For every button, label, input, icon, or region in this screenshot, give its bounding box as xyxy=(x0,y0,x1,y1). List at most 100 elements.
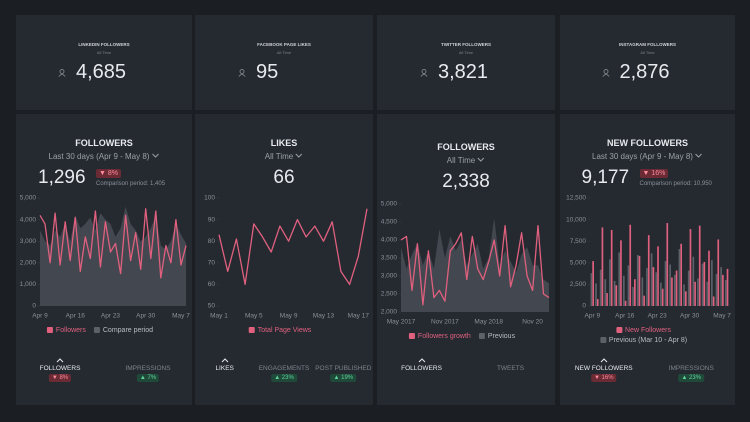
bar xyxy=(599,269,602,306)
kpi-value: 4,685 xyxy=(76,61,127,83)
caret xyxy=(418,358,425,363)
legend-item[interactable]: Previous (Mar 10 - Apr 8) xyxy=(599,336,687,346)
person-icon xyxy=(601,69,610,77)
tab-badge: ▲ 19% xyxy=(330,374,357,382)
legend-label: Compare period xyxy=(102,327,154,334)
legend-item[interactable]: Previous xyxy=(478,333,516,340)
kpi-card: LINKEDIN FOLLOWERS All Time 4,685 xyxy=(16,15,192,110)
bar xyxy=(613,280,616,306)
x-tick-label: Apr 30 xyxy=(136,313,156,320)
tab-badge: ▼ 8% xyxy=(48,374,72,382)
legend-checkbox[interactable] xyxy=(616,327,623,333)
y-tick-label: 2,500 xyxy=(381,291,398,298)
legend-checkbox[interactable] xyxy=(248,327,255,333)
legend-item[interactable]: Followers xyxy=(46,327,86,334)
tab-label[interactable]: IMPRESSIONS xyxy=(668,365,714,372)
tab-change: 23% xyxy=(689,375,702,381)
bar xyxy=(698,225,701,306)
bar xyxy=(632,286,634,306)
bar xyxy=(601,227,604,306)
legend-checkbox[interactable] xyxy=(408,333,415,339)
bar xyxy=(724,280,727,306)
tab-label[interactable]: IMPRESSIONS xyxy=(125,365,171,372)
x-tick-label: May 5 xyxy=(245,313,263,320)
x-tick-label: Apr 9 xyxy=(32,313,48,320)
y-tick-label: 12,500 xyxy=(566,195,586,202)
x-tick-label: May 2018 xyxy=(474,319,503,326)
bar xyxy=(657,246,659,306)
bar xyxy=(675,270,678,306)
icon-head xyxy=(59,69,65,74)
tab-label[interactable]: FOLLOWERS xyxy=(401,365,442,372)
legend-label: Previous xyxy=(487,333,516,340)
icon-body xyxy=(420,74,428,77)
tab-label[interactable]: LIKES xyxy=(215,365,234,372)
bar xyxy=(629,224,632,306)
y-tick-label: 50 xyxy=(208,303,216,310)
panel-period: All Time xyxy=(447,156,485,165)
panel: NEW FOLLOWERS Last 30 days (Apr 9 - May 8… xyxy=(560,114,735,405)
dropdown-caret[interactable] xyxy=(477,157,485,163)
bar xyxy=(684,291,687,306)
tab-label[interactable]: NEW FOLLOWERS xyxy=(574,365,633,372)
legend-checkbox[interactable] xyxy=(93,327,100,333)
tab-badge: ▲ 23% xyxy=(271,374,297,382)
bar xyxy=(620,240,622,306)
kpi-period: All Time xyxy=(640,50,655,55)
tab-label[interactable]: FOLLOWERS xyxy=(39,365,81,372)
panel: FOLLOWERS Last 30 days (Apr 9 - May 8) 1,2… xyxy=(16,114,192,405)
y-tick-label: 100 xyxy=(204,195,215,202)
legend-checkbox[interactable] xyxy=(478,333,485,339)
bar xyxy=(712,296,715,306)
legend-checkbox[interactable] xyxy=(599,337,606,343)
bar xyxy=(669,264,671,306)
bar xyxy=(655,272,658,306)
bar xyxy=(627,265,630,306)
x-tick-label: May 17 xyxy=(348,313,370,320)
bar xyxy=(717,239,720,306)
person-icon xyxy=(420,69,428,77)
y-tick-label: 2,500 xyxy=(570,281,587,288)
legend-item[interactable]: Followers growth xyxy=(408,333,471,340)
y-tick-label: 4,000 xyxy=(381,237,398,244)
tab-label[interactable]: TWEETS xyxy=(496,365,525,372)
y-tick-label: 5,000 xyxy=(381,201,398,208)
legend-item[interactable]: Compare period xyxy=(93,327,154,334)
bar xyxy=(720,267,722,306)
bar xyxy=(697,278,699,306)
bar xyxy=(687,270,690,306)
panel: FOLLOWERS All Time 2,338 2,000 2,500 3,000 3,5… xyxy=(377,114,555,405)
bar xyxy=(660,282,662,306)
tab-change: 16% xyxy=(601,375,614,381)
bar xyxy=(609,259,611,306)
caret xyxy=(600,358,608,363)
panel-period: Last 30 days (Apr 9 - May 8) xyxy=(592,152,703,161)
y-tick-label: 2,000 xyxy=(20,260,37,267)
kpi-label: LINKEDIN FOLLOWERS xyxy=(78,42,130,47)
change-text: 8% xyxy=(107,170,118,177)
dropdown-caret[interactable] xyxy=(295,153,303,159)
y-tick-label: 10,000 xyxy=(566,216,586,223)
y-tick-label: 0 xyxy=(582,303,586,310)
legend-item[interactable]: Total Page Views xyxy=(248,327,311,334)
y-tick-label: 0 xyxy=(32,303,36,310)
bar xyxy=(590,273,593,306)
y-tick-label: 70 xyxy=(208,260,216,267)
legend-checkbox[interactable] xyxy=(46,327,53,333)
change-badge: ▼ 8% xyxy=(96,169,121,178)
y-tick-label: 3,000 xyxy=(381,273,398,280)
tab-label[interactable]: ENGAGEMENTS xyxy=(258,365,310,372)
dropdown-caret[interactable] xyxy=(151,153,159,159)
active-tab-caret xyxy=(221,358,229,363)
tab-label[interactable]: POST PUBLISHED xyxy=(315,365,372,372)
bar xyxy=(636,255,639,306)
dropdown-caret[interactable] xyxy=(695,153,703,159)
y-tick-label: 5,000 xyxy=(570,260,587,267)
bar xyxy=(641,277,644,306)
panel-period: Last 30 days (Apr 9 - May 8) xyxy=(49,152,160,161)
bar xyxy=(706,281,709,306)
icon-head xyxy=(603,69,608,74)
legend-item[interactable]: New Followers xyxy=(600,326,687,336)
y-tick-label: 60 xyxy=(208,281,216,288)
